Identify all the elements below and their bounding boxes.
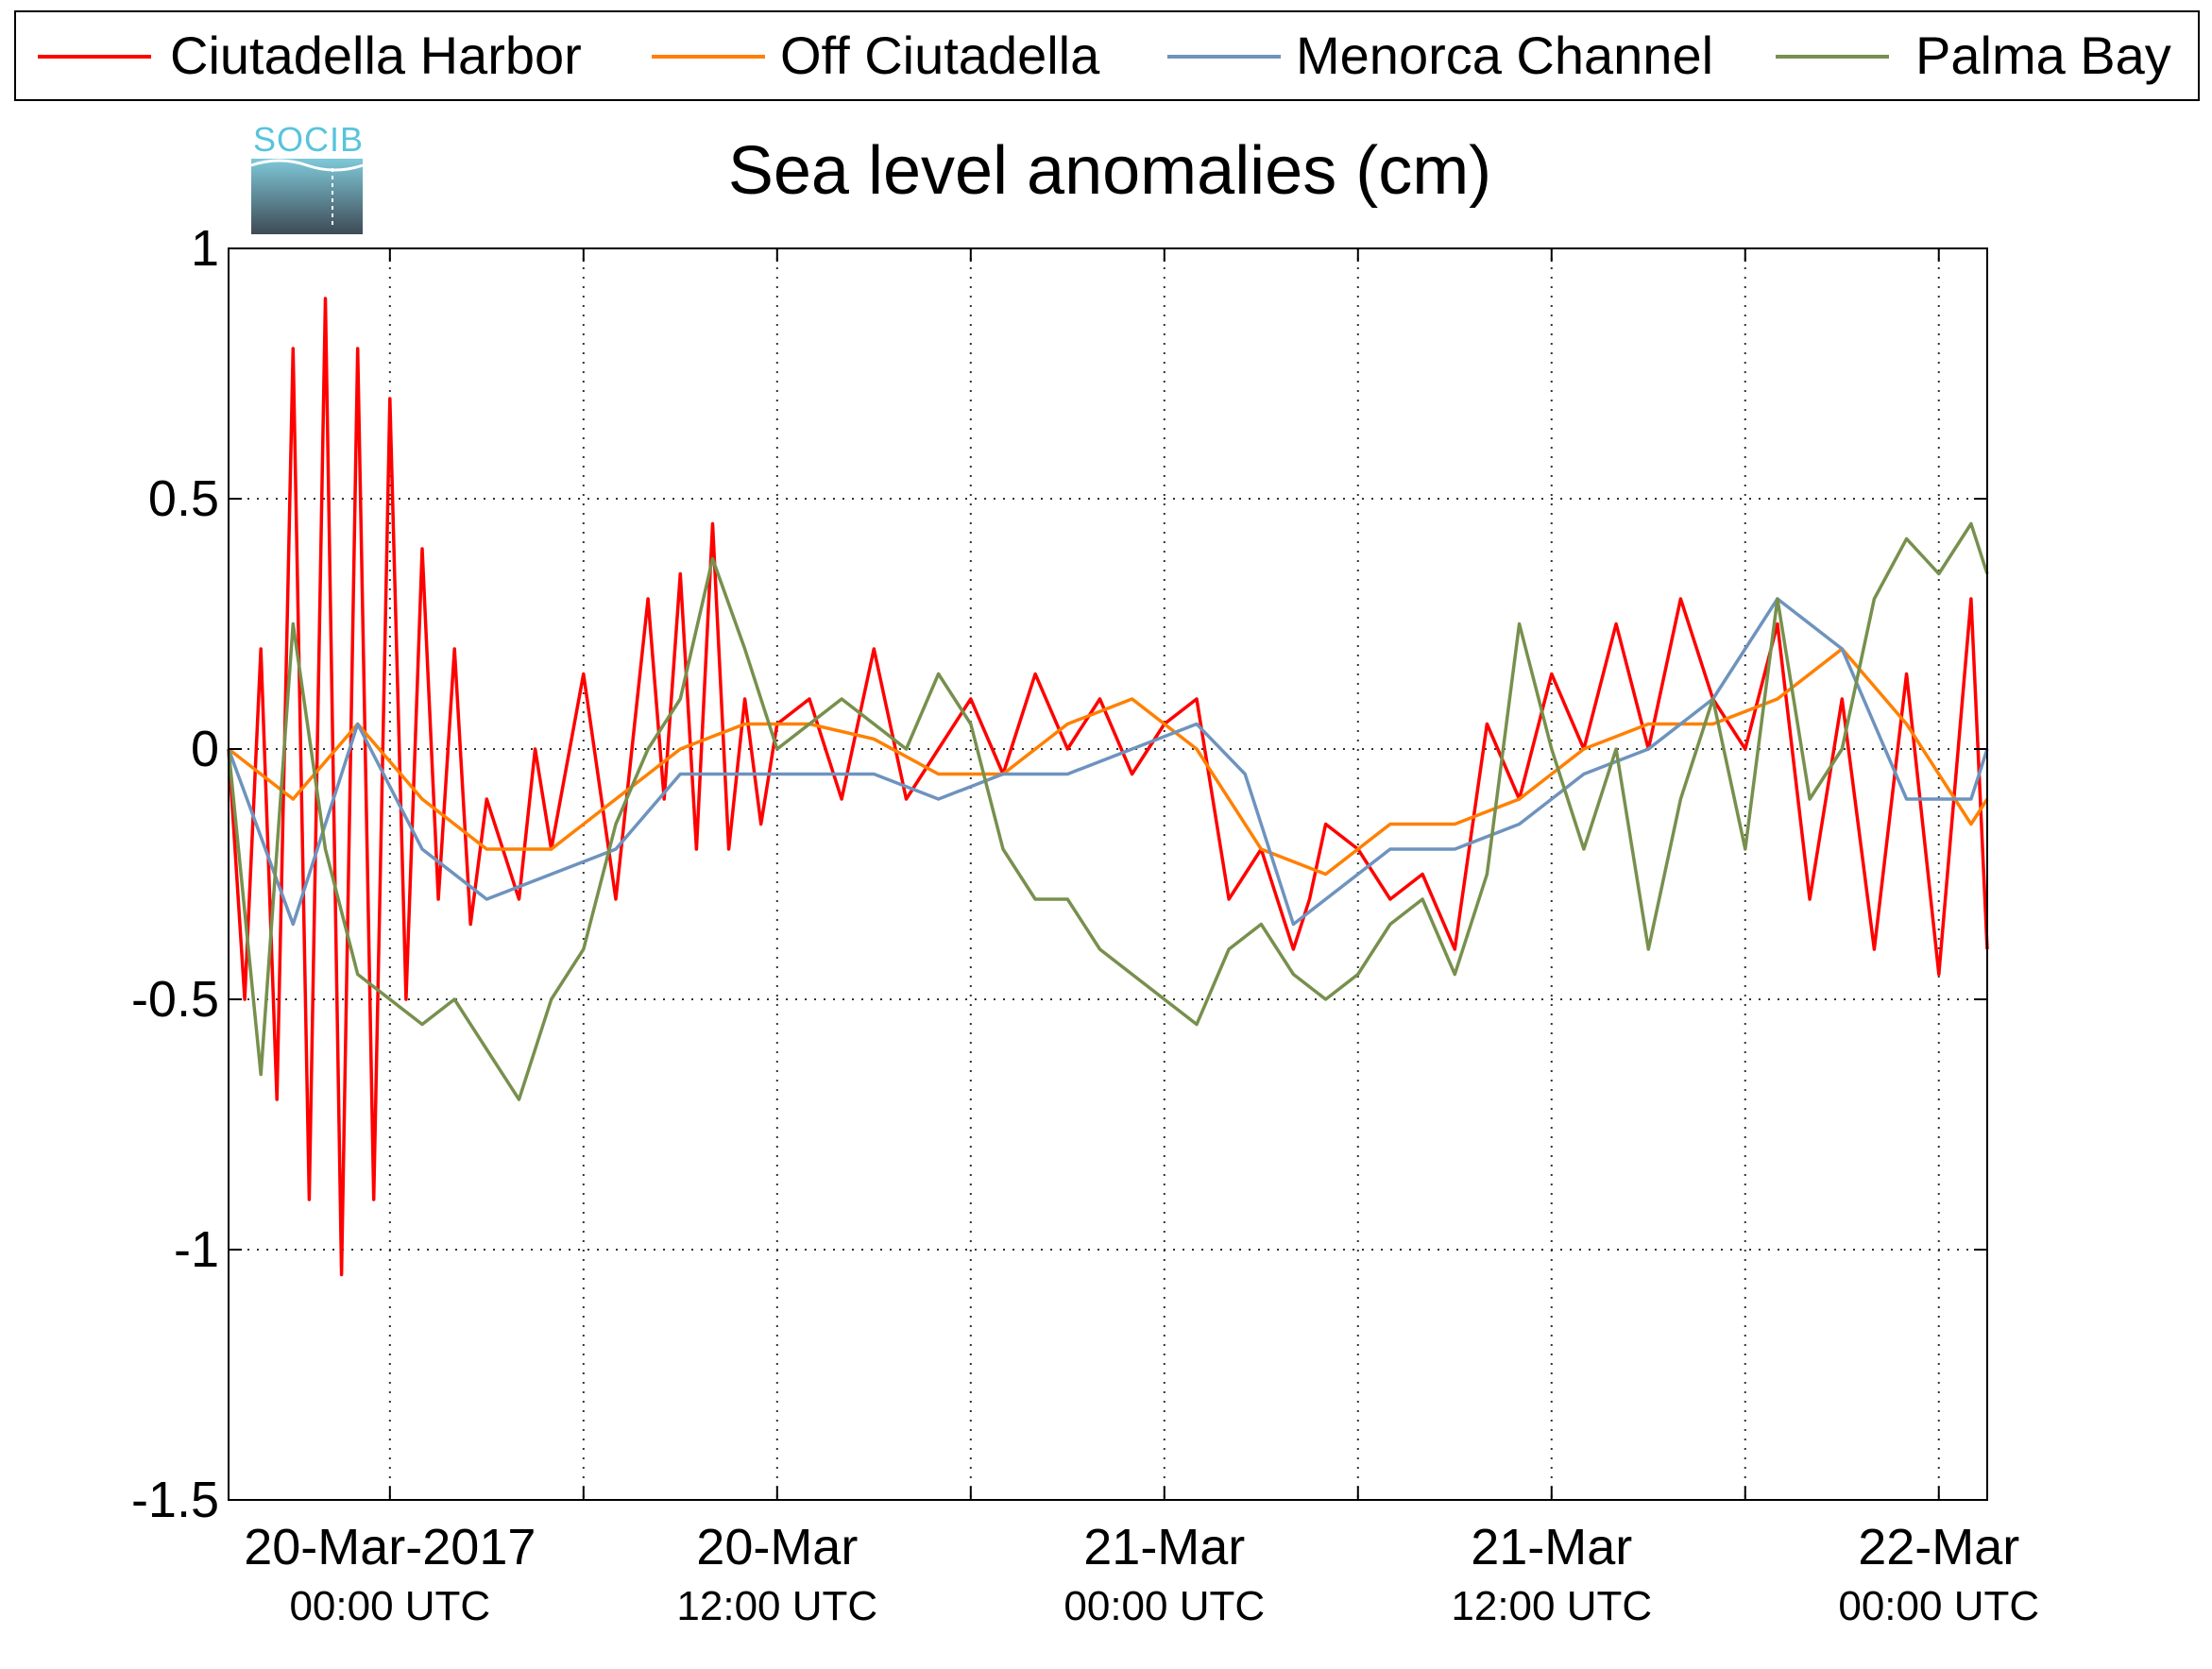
x-tick-sublabel: 00:00 UTC xyxy=(289,1583,490,1629)
x-tick-sublabel: 00:00 UTC xyxy=(1063,1583,1265,1629)
x-axis-labels: 20-Mar-2017 00:00 UTC 20-Mar 12:00 UTC 21-Ma… xyxy=(244,1519,2039,1629)
y-tick-label: 0.5 xyxy=(148,470,219,527)
logo-text: SOCIB xyxy=(253,120,364,159)
plot-frame xyxy=(228,247,1988,1501)
x-tick-label: 21-Mar xyxy=(1083,1519,1245,1575)
chart-title: Sea level anomalies (cm) xyxy=(728,133,1491,209)
legend-label-ciutadella-harbor: Ciutadella Harbor xyxy=(170,26,582,85)
x-tick-label: 20-Mar xyxy=(696,1519,858,1575)
y-axis-labels: 1 0.5 0 -0.5 -1 -1.5 xyxy=(131,220,219,1528)
x-tick-sublabel: 12:00 UTC xyxy=(1451,1583,1652,1629)
plot-area xyxy=(227,247,1989,1501)
legend: Ciutadella Harbor Off Ciutadella Menorca… xyxy=(14,10,2200,101)
series-line-palma-bay xyxy=(227,521,1989,1101)
x-tick-label: 20-Mar-2017 xyxy=(244,1519,536,1575)
legend-label-off-ciutadella: Off Ciutadella xyxy=(780,26,1100,85)
x-tick-sublabel: 12:00 UTC xyxy=(676,1583,877,1629)
y-tick-label: -0.5 xyxy=(131,971,219,1028)
x-tick-label: 22-Mar xyxy=(1858,1519,2019,1575)
y-tick-label: 0 xyxy=(191,721,219,777)
logo-graphic xyxy=(251,159,363,234)
y-tick-label: 1 xyxy=(191,220,219,277)
socib-logo: SOCIB xyxy=(250,120,364,234)
series-line-off-ciutadella xyxy=(227,647,1989,877)
series-layer xyxy=(227,297,1989,1277)
ticks xyxy=(229,247,1987,1501)
x-tick-label: 21-Mar xyxy=(1471,1519,1632,1575)
series-line-menorca-channel xyxy=(227,597,1989,927)
series-line-ciutadella-harbor xyxy=(227,297,1989,1277)
legend-label-menorca-channel: Menorca Channel xyxy=(1296,26,1713,85)
x-tick-sublabel: 00:00 UTC xyxy=(1838,1583,2039,1629)
grid xyxy=(229,248,1987,1500)
y-tick-label: -1 xyxy=(174,1221,219,1278)
y-tick-label: -1.5 xyxy=(131,1472,219,1528)
legend-label-palma-bay: Palma Bay xyxy=(1915,26,2171,85)
